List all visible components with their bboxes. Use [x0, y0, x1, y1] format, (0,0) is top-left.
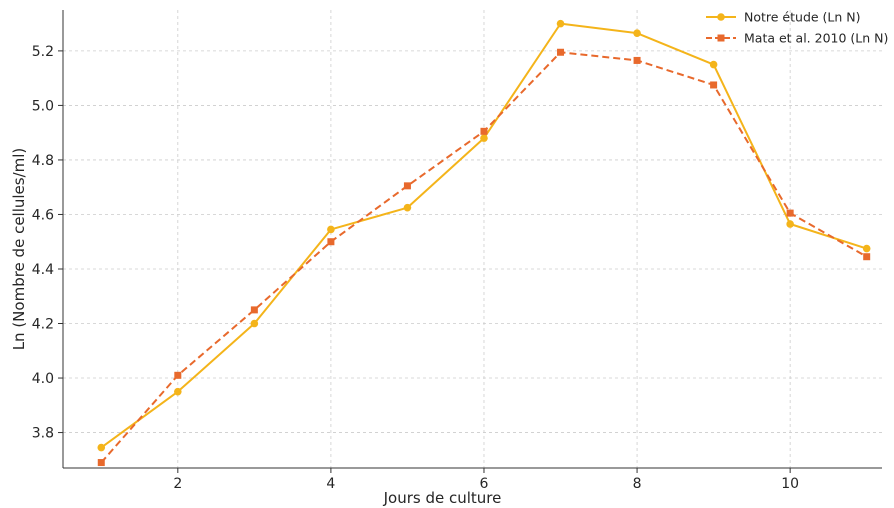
series-0-point-1 — [174, 388, 182, 396]
x-tick-label-0: 2 — [173, 476, 182, 492]
x-axis-label: Jours de culture — [383, 489, 502, 507]
grid-layer — [63, 10, 882, 468]
axes-layer: 2 4 6 8 103.84.04.24.44.64.85.05.2 — [32, 10, 882, 492]
series-1-point-10 — [863, 253, 870, 260]
legend-marker-0 — [717, 13, 725, 21]
series-0-point-4 — [404, 204, 412, 212]
series-0-point-5 — [480, 134, 488, 142]
series-1-point-8 — [710, 81, 717, 88]
series-1-point-7 — [634, 57, 641, 64]
series-0-point-10 — [863, 245, 871, 253]
series-0-point-2 — [251, 320, 259, 328]
series-1-point-9 — [787, 210, 794, 217]
legend-label-1: Mata et al. 2010 (Ln N) — [744, 31, 888, 46]
y-tick-label-3: 4.4 — [32, 262, 54, 278]
y-axis-label: Ln (Nombre de cellules/ml) — [10, 148, 28, 351]
series-1-point-0 — [98, 459, 105, 466]
y-tick-label-2: 4.2 — [32, 317, 54, 333]
legend-label-0: Notre étude (Ln N) — [744, 10, 861, 25]
series-0-point-3 — [327, 226, 335, 234]
y-tick-label-0: 3.8 — [32, 426, 54, 442]
series-1-point-1 — [174, 372, 181, 379]
series-1-point-6 — [557, 49, 564, 56]
y-tick-label-7: 5.2 — [32, 44, 54, 60]
y-tick-label-6: 5.0 — [32, 98, 54, 114]
x-tick-label-1: 4 — [326, 476, 335, 492]
series-0-point-7 — [633, 29, 641, 37]
series-1-point-2 — [251, 306, 258, 313]
series-layer — [97, 20, 870, 466]
series-0-point-9 — [786, 220, 794, 228]
series-0-point-8 — [710, 61, 718, 69]
series-0-point-6 — [557, 20, 565, 28]
x-tick-label-4: 10 — [781, 476, 799, 492]
legend-marker-1 — [718, 35, 725, 42]
series-1-point-3 — [327, 238, 334, 245]
y-tick-label-5: 4.8 — [32, 153, 54, 169]
series-1-point-4 — [404, 182, 411, 189]
series-0-point-0 — [97, 444, 105, 452]
series-1-point-5 — [480, 128, 487, 135]
y-tick-label-4: 4.6 — [32, 207, 54, 223]
x-tick-label-3: 8 — [633, 476, 642, 492]
y-tick-label-1: 4.0 — [32, 371, 54, 387]
legend: Notre étude (Ln N) Mata et al. 2010 (Ln N… — [706, 10, 888, 46]
